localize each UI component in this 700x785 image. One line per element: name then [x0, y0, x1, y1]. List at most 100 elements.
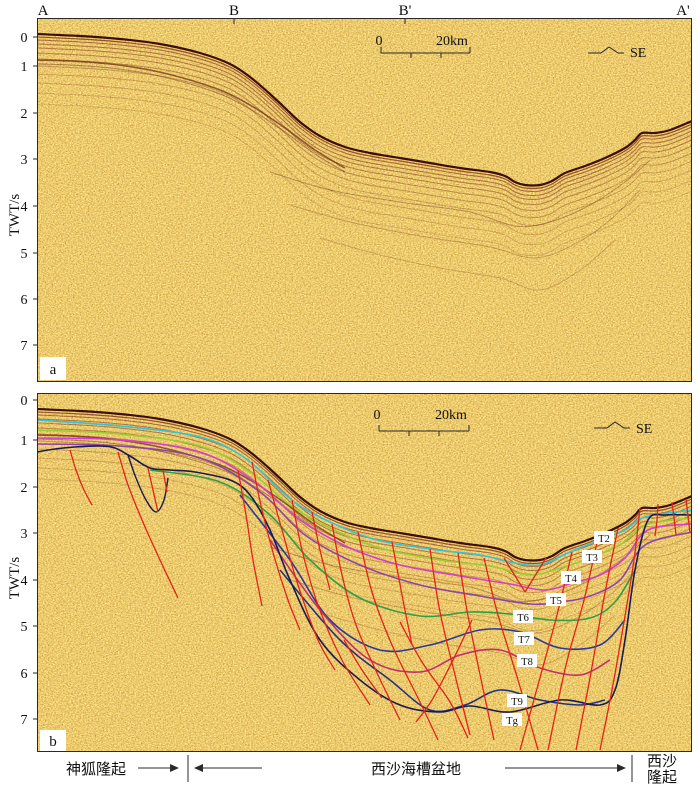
horizon-label-box — [561, 571, 581, 584]
panel-b-seismic-specks — [37, 393, 692, 752]
panel-a-frame — [37, 18, 692, 382]
reflection-line — [37, 414, 692, 567]
direction-arrow-icon — [594, 421, 630, 429]
scale-bar-start-label: 0 — [374, 408, 381, 423]
panel-a-y-tick-label: 2 — [21, 107, 28, 122]
deep-reflection-line — [37, 438, 346, 548]
horizon-label-text: T8 — [521, 657, 533, 668]
deep-reflection-line — [269, 534, 651, 603]
scale-bar-end-label: 20km — [435, 408, 467, 423]
deep-reflection-line — [37, 63, 346, 173]
deep-reflection-line — [319, 612, 616, 666]
horizon-label-text: T6 — [517, 613, 529, 624]
horizon-label-box — [514, 632, 534, 645]
reflection-line — [37, 52, 692, 205]
panel-b-frame — [37, 393, 692, 752]
reflection-line — [37, 73, 692, 226]
fault-line — [599, 507, 641, 751]
fault-line — [291, 499, 371, 706]
profile-point-b-prime-label: B' — [399, 3, 412, 19]
fault-line — [343, 639, 383, 699]
deep-reflection-line — [289, 564, 641, 634]
seafloor-reflection — [37, 407, 692, 562]
reflection-line — [37, 39, 692, 192]
deep-reflection-line — [37, 59, 346, 169]
fault-line — [117, 451, 179, 599]
reflection-line — [37, 411, 692, 565]
reflection-line — [37, 47, 692, 200]
panel-a-label: a — [50, 362, 57, 378]
horizon-label-text: Tg — [506, 716, 518, 727]
reflection-line — [37, 103, 692, 256]
horizon-label-box — [513, 610, 533, 623]
fault-line — [237, 469, 263, 607]
panel-a: 0 1 2 3 4 5 6 7 TWT/s 0 20km SE a — [7, 18, 692, 382]
panel-b-scale-bar: 0 20km — [374, 408, 470, 436]
fault-line — [457, 552, 495, 741]
horizon-tg — [37, 445, 692, 713]
fault-line — [547, 537, 599, 751]
panel-a-y-tick-label: 5 — [21, 247, 28, 262]
fault-line — [267, 479, 336, 671]
horizon-label-text: T9 — [511, 697, 523, 708]
horizon-label-t2: T2 — [594, 531, 614, 545]
horizon-label-text: T2 — [598, 534, 610, 545]
panel-a-label-box — [40, 357, 66, 380]
horizon-t8 — [269, 539, 611, 677]
panel-a-y-axis-title: TWT/s — [7, 194, 23, 237]
horizon-label-box — [502, 713, 522, 726]
horizon-label-text: T3 — [586, 553, 598, 564]
panel-b-y-tick-label: 0 — [21, 394, 28, 409]
horizon-tg-segment — [127, 454, 169, 513]
reflection-line — [37, 92, 692, 245]
panel-b-y-tick-label: 5 — [21, 620, 28, 635]
direction-label: SE — [630, 46, 646, 61]
panel-a-y-axis: 0 1 2 3 4 5 6 7 TWT/s — [7, 31, 37, 354]
horizon-label-t4: T4 — [561, 571, 581, 585]
fault-line — [69, 449, 93, 506]
reflection-line — [37, 422, 692, 575]
left-arrow-icon — [194, 764, 262, 772]
reflection-line — [37, 36, 692, 190]
fault-line — [331, 523, 401, 721]
panel-a-direction-indicator: SE — [588, 46, 646, 61]
panel-b-y-tick-label: 6 — [21, 667, 28, 682]
profile-point-b-label: B — [229, 3, 239, 19]
fault-line — [162, 469, 168, 493]
panel-b-y-tick-label: 1 — [21, 434, 28, 449]
panel-b-y-tick-label: 2 — [21, 481, 28, 496]
scale-bar-end-label: 20km — [436, 34, 468, 49]
region-label-shenhu-uplift: 神狐隆起 — [66, 760, 126, 778]
panel-a-scale-bar: 0 20km — [376, 34, 471, 58]
fault-line — [251, 461, 301, 631]
panel-a-y-tick-label: 3 — [21, 153, 28, 168]
panel-a-y-tick-label: 7 — [21, 339, 28, 354]
horizon-t3 — [37, 429, 692, 576]
horizon-label-box — [517, 654, 537, 667]
panel-b-y-tick-label: 4 — [21, 574, 28, 589]
panel-b-y-tick-label: 7 — [21, 713, 28, 728]
region-label-xisha-uplift-line1: 西沙 — [647, 752, 677, 770]
reflection-line — [37, 467, 692, 620]
reflection-line — [37, 82, 692, 235]
horizon-label-t6: T6 — [513, 610, 533, 624]
panel-a-y-tick-label: 1 — [21, 60, 28, 75]
horizon-label-box — [582, 550, 602, 563]
fault-line — [399, 621, 469, 739]
horizon-label-box — [507, 694, 527, 707]
reflection-line — [37, 58, 692, 211]
horizon-t4 — [37, 437, 692, 591]
panel-b-y-axis: 0 1 2 3 4 5 6 7 TWT/s — [7, 394, 37, 728]
fault-line — [429, 548, 471, 736]
panel-a-seismic-specks — [37, 18, 692, 382]
horizon-label-t3: T3 — [582, 550, 602, 564]
horizon-label-box — [546, 593, 566, 606]
panel-a-reflections — [37, 32, 692, 291]
right-arrow-icon — [505, 764, 626, 772]
deep-reflection-line — [289, 189, 641, 259]
profile-point-a-prime-label: A' — [676, 3, 690, 19]
horizon-label-t7: T7 — [514, 632, 534, 646]
reflection-line — [37, 65, 692, 218]
panel-a-y-tick-label: 6 — [21, 293, 28, 308]
panel-b-faults — [69, 449, 691, 751]
